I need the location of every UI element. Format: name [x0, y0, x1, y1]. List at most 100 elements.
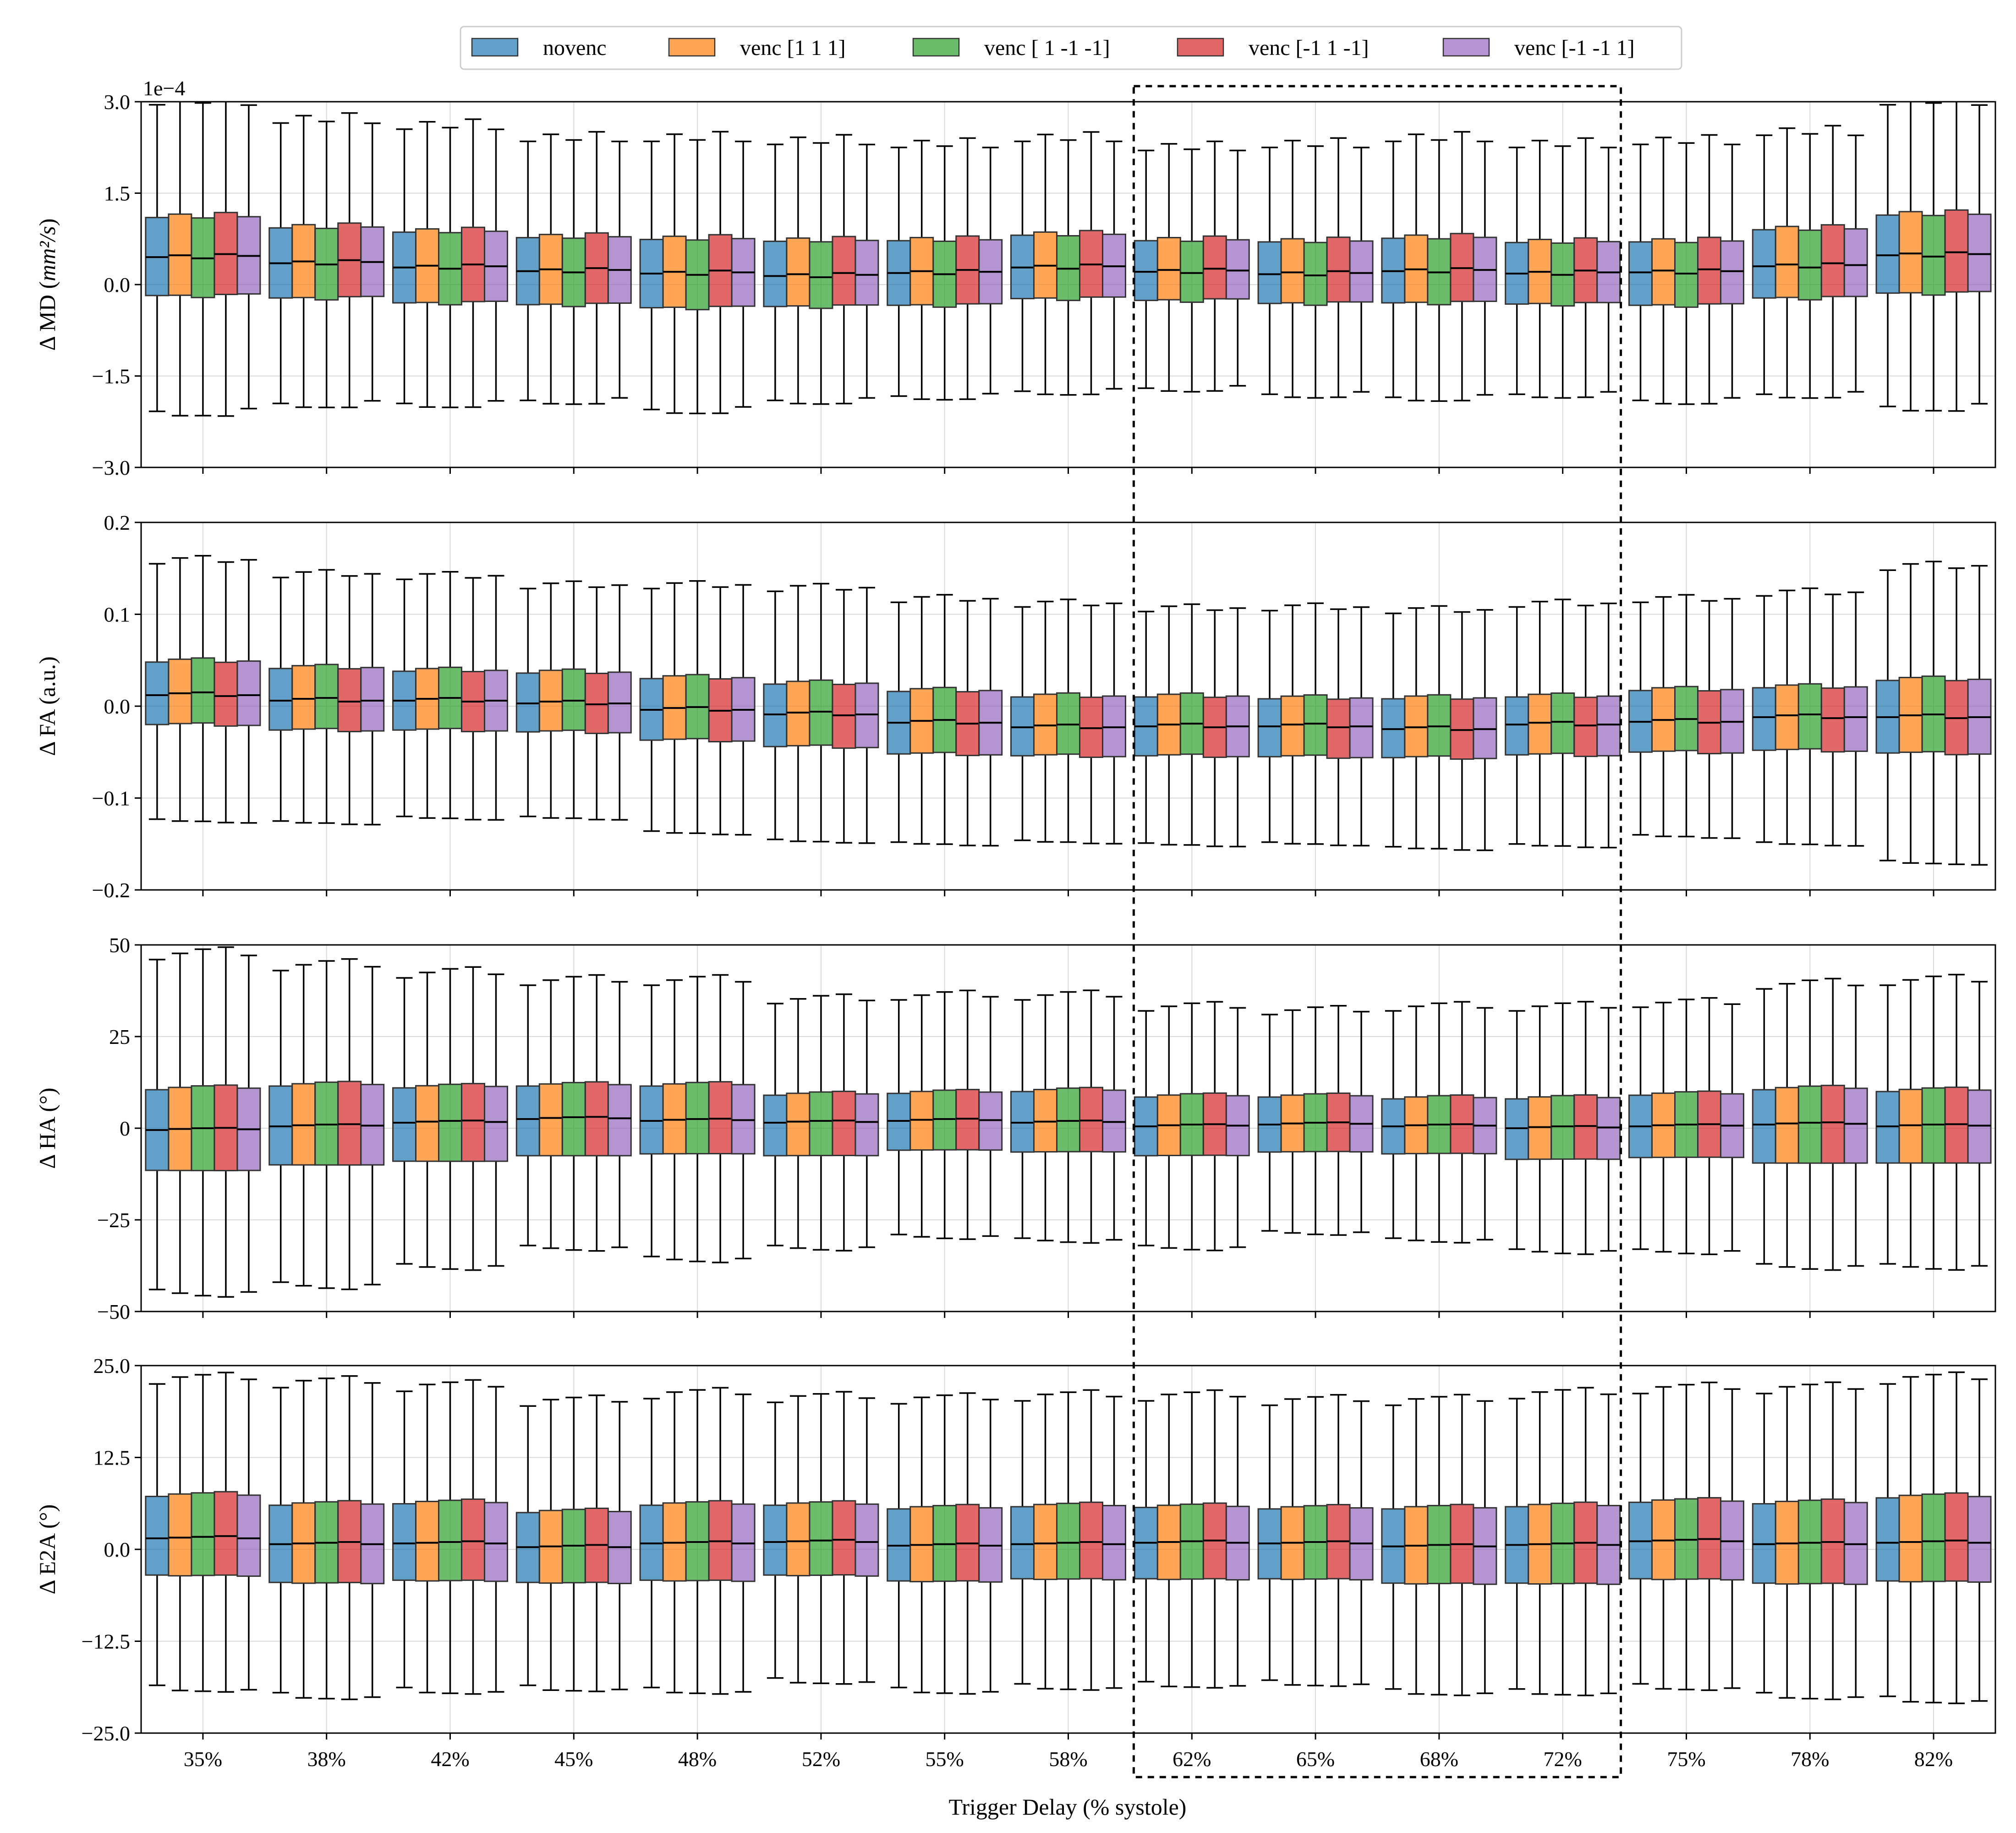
box-body — [708, 1081, 733, 1155]
box-e2a-62%-4 — [1225, 1395, 1250, 1687]
box-body — [855, 1503, 879, 1577]
box-ha-65%-2 — [1303, 1006, 1328, 1235]
box-ha-62%-1 — [1156, 1005, 1181, 1249]
box-body — [1843, 228, 1868, 297]
legend-label: venc [1 1 1] — [740, 36, 846, 60]
box-ha-42%-2 — [438, 968, 462, 1270]
box-ha-68%-3 — [1450, 1001, 1474, 1244]
box-body — [191, 657, 215, 724]
box-e2a-75%-4 — [1720, 1388, 1744, 1689]
box-body — [1528, 693, 1552, 755]
x-tick-label: 35% — [184, 1747, 222, 1771]
y-tick-label: −3.0 — [92, 456, 130, 479]
panel-fa: −0.2 −0.1 0.0 0.1 0.2 Δ FA (a.u.) — [34, 511, 1996, 902]
box-e2a-35%-4 — [236, 1378, 261, 1691]
box-fa-62%-4 — [1225, 607, 1250, 848]
box-fa-42%-0 — [392, 578, 416, 818]
box-body — [1056, 1503, 1080, 1580]
box-body — [855, 1093, 879, 1157]
box-e2a-72%-2 — [1550, 1389, 1575, 1696]
box-ha-78%-0 — [1752, 988, 1776, 1265]
box-fa-45%-1 — [538, 582, 563, 819]
box-ha-58%-3 — [1079, 989, 1103, 1244]
box-md-68%-0 — [1381, 140, 1406, 398]
box-md-35%-3 — [214, 102, 238, 417]
box-md-82%-3 — [1944, 102, 1969, 412]
x-tick-label: 82% — [1914, 1747, 1953, 1771]
x-tick-label: 52% — [802, 1747, 840, 1771]
legend: novenc venc [1 1 1] venc [ 1 -1 -1] venc [-… — [460, 26, 1682, 70]
box-ha-75%-2 — [1674, 999, 1698, 1255]
box-md-65%-1 — [1280, 139, 1305, 398]
box-body — [584, 673, 609, 734]
box-ha-42%-1 — [415, 971, 439, 1268]
box-ha-35%-4 — [236, 955, 261, 1293]
box-e2a-72%-4 — [1596, 1393, 1621, 1694]
box-ha-68%-0 — [1381, 1010, 1406, 1239]
x-tick-label: 78% — [1791, 1747, 1829, 1771]
legend-label: venc [-1 -1 1] — [1514, 36, 1635, 60]
y-tick-label: −1.5 — [92, 365, 130, 388]
box-md-68%-2 — [1427, 139, 1452, 402]
box-md-78%-1 — [1775, 127, 1799, 399]
box-md-82%-2 — [1921, 102, 1946, 412]
box-e2a-35%-3 — [214, 1372, 238, 1693]
box-e2a-82%-1 — [1898, 1376, 1923, 1703]
box-fa-48%-0 — [639, 587, 664, 832]
box-ha-68%-2 — [1427, 1002, 1452, 1243]
box-md-75%-2 — [1674, 142, 1698, 405]
box-ha-62%-4 — [1225, 1007, 1250, 1248]
box-fa-72%-1 — [1528, 601, 1552, 847]
box-md-65%-2 — [1303, 145, 1328, 399]
box-e2a-58%-0 — [1010, 1400, 1035, 1685]
box-body — [1898, 211, 1923, 294]
y-tick-label: 25 — [109, 1025, 130, 1048]
box-body — [1079, 1087, 1103, 1152]
box-body — [1225, 239, 1250, 300]
box-body — [809, 1501, 833, 1576]
box-md-55%-4 — [978, 147, 1003, 395]
box-body — [1752, 1089, 1776, 1164]
box-body — [1674, 241, 1698, 308]
box-body — [1381, 698, 1406, 758]
box-e2a-55%-4 — [978, 1399, 1003, 1693]
box-ha-82%-2 — [1921, 975, 1946, 1270]
box-body — [461, 1498, 485, 1581]
box-md-82%-4 — [1967, 104, 1992, 405]
box-md-75%-3 — [1697, 134, 1721, 405]
y-tick-label: 0.0 — [104, 1538, 131, 1561]
y-axis-label: Δ MD (mm²/s) — [34, 219, 60, 351]
box-ha-52%-4 — [855, 999, 879, 1248]
box-body — [786, 681, 811, 746]
box-fa-75%-2 — [1674, 594, 1698, 838]
box-body — [145, 1496, 170, 1576]
box-fa-45%-0 — [515, 587, 540, 818]
box-fa-48%-1 — [662, 582, 687, 834]
box-fa-42%-4 — [484, 575, 508, 821]
y-tick-label: 0.1 — [104, 603, 131, 626]
box-body — [1257, 698, 1282, 757]
box-e2a-65%-3 — [1326, 1394, 1351, 1687]
box-e2a-75%-1 — [1651, 1386, 1676, 1690]
box-body — [1875, 1497, 1900, 1582]
box-fa-68%-0 — [1381, 612, 1406, 848]
box-body — [1134, 240, 1158, 302]
box-body — [1944, 1087, 1969, 1164]
box-fa-55%-1 — [909, 596, 934, 845]
box-ha-58%-1 — [1033, 994, 1057, 1241]
box-md-72%-0 — [1505, 147, 1529, 395]
box-fa-75%-1 — [1651, 596, 1676, 837]
y-tick-label: −50 — [97, 1300, 130, 1323]
y-axis-label: Δ E2A (°) — [34, 1504, 60, 1595]
box-body — [1797, 1085, 1822, 1164]
box-body — [1898, 1088, 1923, 1164]
y-tick-label: −0.1 — [92, 787, 130, 810]
box-md-68%-4 — [1473, 140, 1497, 396]
box-fa-55%-4 — [978, 598, 1003, 847]
box-md-35%-4 — [236, 104, 261, 410]
box-body — [1843, 686, 1868, 752]
box-e2a-45%-4 — [607, 1401, 632, 1690]
box-body — [1257, 241, 1282, 304]
box-e2a-55%-3 — [955, 1392, 980, 1695]
box-ha-58%-0 — [1010, 999, 1035, 1239]
